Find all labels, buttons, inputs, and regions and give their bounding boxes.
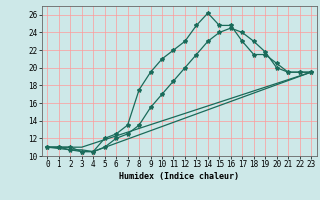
- X-axis label: Humidex (Indice chaleur): Humidex (Indice chaleur): [119, 172, 239, 181]
